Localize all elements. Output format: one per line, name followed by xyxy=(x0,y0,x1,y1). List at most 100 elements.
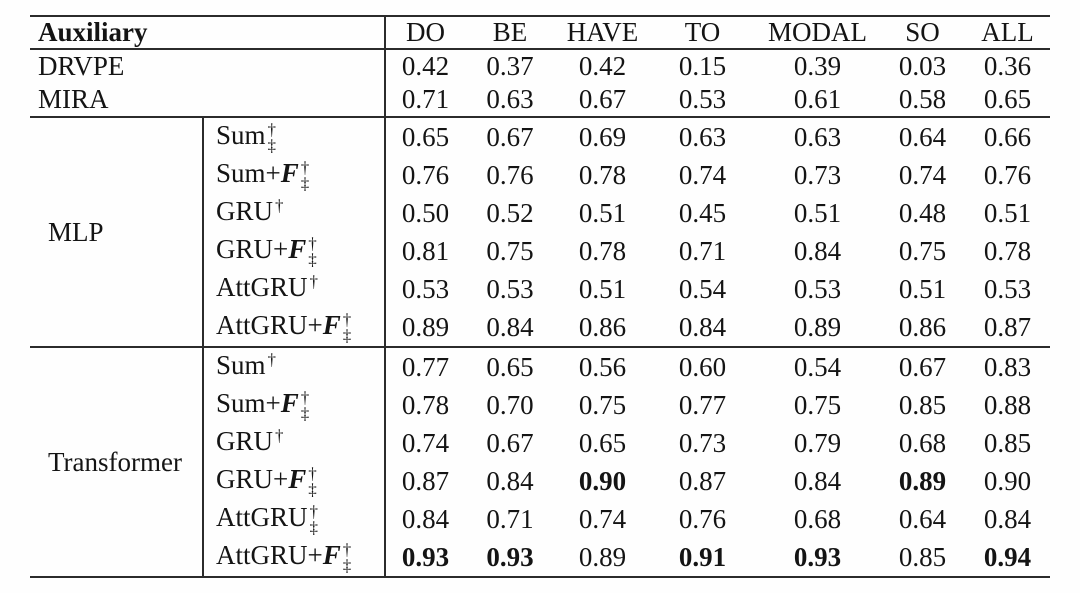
value-cell: 0.71 xyxy=(486,503,534,534)
value-cell: 0.74 xyxy=(678,159,727,190)
row-transformer-attgru-f: AttGRU+F † ‡ 0.93 0.93 0.89 0.91 0.93 0.85… xyxy=(30,538,1050,577)
value-cell: 0.77 xyxy=(678,389,727,420)
model-label: AttGRU+F † ‡ xyxy=(201,538,386,577)
value-cell: 0.78 xyxy=(578,235,627,266)
value-cell: 0.70 xyxy=(486,389,534,420)
value-cell: 0.51 xyxy=(793,197,842,228)
value-cell: 0.89 xyxy=(755,308,881,348)
model-base: Sum+ xyxy=(216,388,281,419)
value-cell: 0.89 xyxy=(898,465,947,496)
value-cell: 0.51 xyxy=(898,273,947,304)
model-label: GRU † xyxy=(201,424,386,462)
row-mlp-sum: MLP Sum † ‡ 0.65 0.67 0.69 0.63 0.63 0.64 … xyxy=(30,117,1050,348)
dagger-icon: † xyxy=(275,425,284,445)
value-cell: 0.75 xyxy=(486,235,534,266)
value-cell: 0.75 xyxy=(898,235,947,266)
value-cell: 0.71 xyxy=(384,83,466,118)
value-cell: 0.87 xyxy=(965,308,1051,348)
dagger-marks: † ‡ xyxy=(310,503,319,536)
value-cell: 0.77 xyxy=(384,347,466,386)
value-cell: 0.64 xyxy=(898,503,947,534)
row-mlp-gru: GRU † 0.50 0.52 0.51 0.45 0.51 0.48 0.51 xyxy=(30,194,1050,232)
value-cell: 0.76 xyxy=(384,156,466,194)
value-cell: 0.85 xyxy=(898,541,947,572)
row-label: MIRA xyxy=(30,83,386,118)
value-cell: 0.87 xyxy=(678,465,727,496)
value-cell: 0.67 xyxy=(555,83,651,118)
value-cell: 0.67 xyxy=(898,351,947,382)
value-cell: 0.69 xyxy=(578,121,627,152)
model-label: AttGRU+F † ‡ xyxy=(201,308,386,348)
value-cell: 0.39 xyxy=(793,51,842,81)
value-cell: 0.74 xyxy=(578,503,627,534)
value-cell: 0.93 xyxy=(384,538,466,577)
dagger-icon: † xyxy=(300,157,310,177)
model-label: Sum † xyxy=(201,347,386,386)
column-header-be: BE xyxy=(465,16,556,50)
column-header-so: SO xyxy=(880,16,966,50)
value-cell: 0.79 xyxy=(793,427,842,458)
row-transformer-attgru: AttGRU † ‡ 0.84 0.71 0.74 0.76 0.68 0.64 0… xyxy=(30,500,1050,538)
value-cell: 0.84 xyxy=(465,308,556,348)
value-cell: 0.58 xyxy=(880,83,966,118)
value-cell: 0.68 xyxy=(793,503,842,534)
f-feature: F xyxy=(288,464,307,495)
value-cell: 0.76 xyxy=(486,159,534,190)
row-mlp-sum-f: Sum+F † ‡ 0.76 0.76 0.78 0.74 0.73 0.74 0.… xyxy=(30,156,1050,194)
value-cell: 0.85 xyxy=(983,427,1032,458)
value-cell: 0.54 xyxy=(793,351,842,382)
group-label-mlp: MLP xyxy=(30,117,203,348)
value-cell: 0.84 xyxy=(486,465,534,496)
column-header-modal: MODAL xyxy=(755,16,881,50)
model-base: AttGRU xyxy=(216,272,308,303)
value-cell: 0.85 xyxy=(898,389,947,420)
row-mlp-attgru-f: AttGRU+F † ‡ 0.89 0.84 0.86 0.84 0.89 0.86… xyxy=(30,308,1051,348)
value-cell: 0.93 xyxy=(486,541,534,572)
value-cell: 0.63 xyxy=(678,121,727,152)
column-header-have: HAVE xyxy=(555,16,651,50)
f-feature: F xyxy=(288,234,307,265)
value-cell: 0.15 xyxy=(678,51,727,81)
dagger-icon: † xyxy=(267,119,277,139)
value-cell: 0.74 xyxy=(384,424,466,462)
dagger-marks: † xyxy=(310,273,319,305)
dagger-marks: † ‡ xyxy=(300,387,310,423)
f-feature: F xyxy=(322,310,341,341)
value-cell: 0.51 xyxy=(578,197,627,228)
dagger-icon: † xyxy=(309,271,319,291)
dagger-icon: † xyxy=(300,387,310,407)
row-transformer-sum: Transformer Sum † 0.77 0.65 0.56 0.60 0.5… xyxy=(30,347,1050,578)
dagger-marks: † ‡ xyxy=(308,235,317,268)
group-label-transformer: Transformer xyxy=(30,347,203,578)
dagger-marks: † ‡ xyxy=(343,541,352,574)
value-cell: 0.53 xyxy=(793,273,842,304)
value-cell: 0.94 xyxy=(983,541,1032,572)
model-base: GRU xyxy=(216,426,274,457)
row-transformer-sum-f: Sum+F † ‡ 0.78 0.70 0.75 0.77 0.75 0.85 0.… xyxy=(30,386,1050,424)
value-cell: 0.67 xyxy=(486,427,534,458)
results-table: Auxiliary DO BE HAVE TO MODAL SO ALL DRV… xyxy=(30,15,1051,578)
value-cell: 0.90 xyxy=(983,465,1032,496)
value-cell: 0.60 xyxy=(678,351,727,382)
value-cell: 0.84 xyxy=(983,503,1032,534)
f-feature: F xyxy=(322,540,341,571)
value-cell: 0.37 xyxy=(486,51,534,81)
value-cell: 0.78 xyxy=(983,235,1032,266)
ddagger-icon: ‡ xyxy=(300,403,310,423)
value-cell: 0.48 xyxy=(898,197,947,228)
model-label: GRU+F † ‡ xyxy=(201,462,386,500)
value-cell: 0.53 xyxy=(384,270,466,308)
model-label: AttGRU † ‡ xyxy=(201,500,386,538)
value-cell: 0.84 xyxy=(793,235,842,266)
value-cell: 0.66 xyxy=(983,121,1032,152)
value-cell: 0.51 xyxy=(578,273,627,304)
model-label: Sum † ‡ xyxy=(201,117,386,156)
value-cell: 0.84 xyxy=(650,308,756,348)
model-base: GRU+ xyxy=(216,234,289,265)
column-header-do: DO xyxy=(384,16,466,50)
model-label: Sum+F † ‡ xyxy=(201,386,386,424)
value-cell: 0.73 xyxy=(678,427,727,458)
value-cell: 0.84 xyxy=(384,500,466,538)
model-label: GRU+F † ‡ xyxy=(201,232,386,270)
value-cell: 0.76 xyxy=(983,159,1032,190)
